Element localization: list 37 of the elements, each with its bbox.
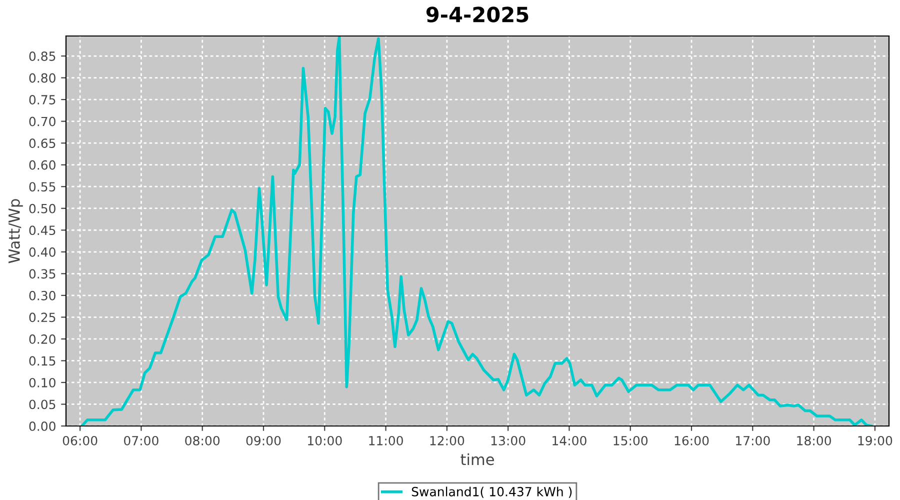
line-series: [80, 36, 873, 426]
y-tick-label: 0.55: [29, 182, 56, 192]
y-tick-label: 0.50: [29, 204, 56, 214]
y-tick-label: 0.65: [29, 138, 56, 148]
x-axis-title: time: [460, 453, 494, 466]
y-tick-label: 0.15: [29, 356, 56, 366]
chart-title: 9-4-2025: [426, 6, 528, 22]
x-tick-label: 13:00: [491, 436, 526, 446]
x-tick-label: 08:00: [185, 436, 220, 446]
y-tick-label: 0.70: [29, 116, 56, 126]
y-axis-title: Watt/Wp: [8, 199, 23, 264]
x-tick-label: 19:00: [858, 436, 892, 446]
y-tick-label: 0.00: [29, 421, 56, 431]
y-tick-label: 0.80: [29, 73, 56, 83]
y-tick-label: 0.85: [29, 51, 56, 61]
y-tick-label: 0.30: [29, 290, 56, 300]
y-tick-label: 0.40: [29, 247, 56, 257]
x-tick-label: 10:00: [308, 436, 342, 446]
y-tick-label: 0.05: [29, 400, 56, 410]
x-tick-label: 09:00: [246, 436, 281, 446]
x-tick-label: 15:00: [614, 436, 648, 446]
legend-label: Swanland1( 10.437 kWh ): [412, 486, 572, 498]
y-tick-label: 0.10: [29, 378, 56, 388]
y-tick-label: 0.20: [29, 334, 56, 344]
x-tick-label: 16:00: [674, 436, 709, 446]
x-tick-label: 14:00: [552, 436, 586, 446]
y-tick-label: 0.45: [29, 226, 56, 236]
x-tick-label: 18:00: [797, 436, 831, 446]
x-tick-label: 17:00: [736, 436, 770, 446]
x-tick-label: 11:00: [369, 436, 403, 446]
y-tick-label: 0.35: [29, 269, 56, 279]
x-tick-label: 07:00: [124, 436, 158, 446]
x-tick-label: 12:00: [430, 436, 464, 446]
y-tick-label: 0.60: [29, 160, 56, 170]
y-tick-label: 0.25: [29, 312, 56, 322]
y-tick-label: 0.75: [29, 95, 56, 104]
x-tick-label: 06:00: [62, 436, 98, 446]
